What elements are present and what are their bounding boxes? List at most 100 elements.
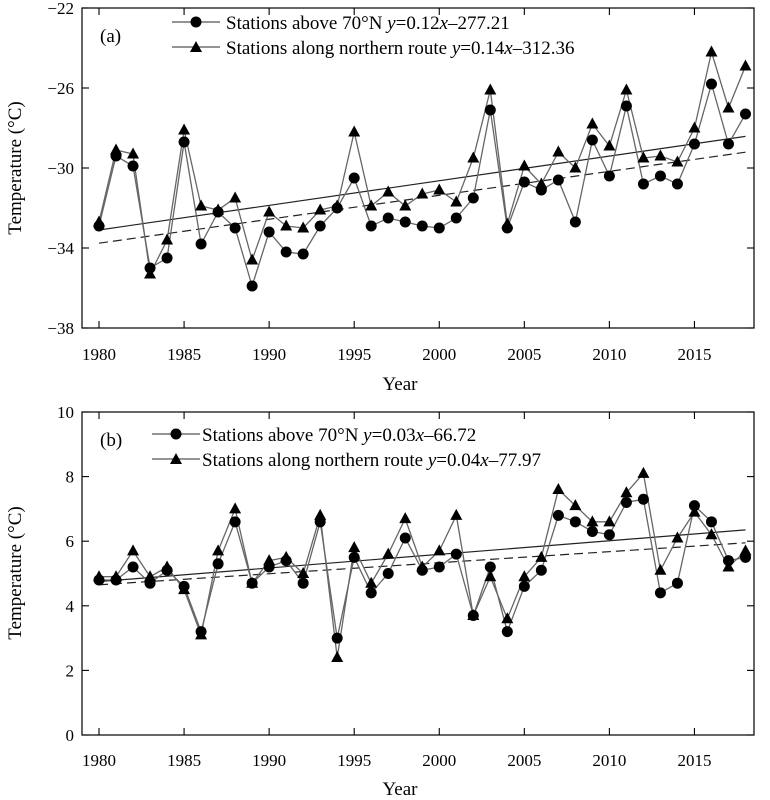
data-point-circle (382, 568, 394, 579)
data-point-triangle (484, 570, 497, 582)
data-point-triangle (450, 508, 463, 520)
legend-eq-end: –312.36 (512, 38, 575, 59)
data-point-triangle (739, 59, 752, 71)
data-point-triangle (297, 221, 310, 233)
chart-panel-a: 1980 1985 1990 1995 2000 2005 2010 2015 −22 −26 −3… (5, 0, 755, 395)
data-point-triangle (212, 203, 225, 215)
trend-line-solid (98, 529, 746, 583)
data-point-circle (688, 138, 700, 150)
data-point-triangle (739, 544, 752, 556)
data-point-triangle (518, 570, 531, 582)
legend-entry-a-1: Stations along northern route y=0.14x–31… (172, 38, 574, 59)
data-point-triangle (161, 233, 174, 245)
data-point-circle (127, 160, 139, 172)
legend-marker-a-1 (190, 41, 202, 52)
data-point-triangle (467, 151, 480, 163)
panel-b-label: (b) (100, 430, 122, 451)
y-tick-label: 0 (66, 726, 75, 745)
data-point-triangle (722, 101, 735, 113)
y-tick-label: −22 (47, 0, 74, 18)
data-point-circle (518, 580, 530, 592)
data-point-triangle (467, 608, 480, 620)
data-point-circle (654, 587, 666, 599)
data-point-triangle (382, 547, 395, 559)
data-point-triangle (93, 570, 106, 582)
x-tick-label: 1985 (167, 751, 201, 770)
legend-eq-x: x (439, 13, 449, 34)
legend-marker-a-0 (190, 16, 202, 28)
data-point-circle (722, 138, 734, 150)
data-point-circle (178, 136, 190, 148)
data-point-circle (246, 280, 258, 292)
panel-b-x-axis-title: Year (382, 779, 418, 800)
data-point-triangle (637, 151, 650, 163)
data-point-triangle (535, 550, 548, 562)
data-point-circle (280, 246, 292, 258)
data-point-circle (331, 632, 343, 644)
data-point-triangle (484, 83, 497, 95)
data-point-triangle (416, 560, 429, 572)
data-point-circle (603, 529, 615, 541)
x-tick-label: 1980 (82, 751, 116, 770)
data-point-triangle (433, 544, 446, 556)
panel-b-y-axis-title: Temperature (°C) (5, 506, 26, 639)
data-point-triangle (654, 563, 667, 575)
data-point-circle (671, 577, 683, 589)
data-point-circle (552, 174, 564, 186)
data-point-triangle (93, 215, 106, 227)
data-point-triangle (161, 560, 174, 572)
data-point-triangle (637, 466, 650, 478)
legend-text-b-0: Stations above 70°N y=0.03x–66.72 (202, 425, 476, 446)
data-point-circle (297, 248, 309, 260)
x-tick-label: 1995 (337, 751, 371, 770)
panel-b-trendlines (98, 529, 746, 586)
data-point-circle (637, 493, 649, 505)
data-point-triangle (382, 185, 395, 197)
panel-b-legend: Stations above 70°N y=0.03x–66.72 Statio… (152, 425, 541, 471)
panel-a-ticks: 1980 1985 1990 1995 2000 2005 2010 2015 −22 −26 −3… (47, 0, 754, 364)
panel-a-series (93, 45, 752, 292)
x-tick-label: 2010 (592, 751, 626, 770)
data-point-triangle (297, 567, 310, 578)
data-point-triangle (569, 499, 582, 511)
trend-line-solid (98, 135, 746, 231)
legend-eq-mid: =0.14 (460, 38, 504, 59)
data-point-circle (195, 238, 207, 250)
data-point-triangle (569, 161, 582, 173)
chart-panel-b: 1980 1985 1990 1995 2000 2005 2010 20150246810 … (5, 403, 755, 800)
legend-eq-mid: =0.03 (372, 425, 416, 446)
legend-eq-mid: =0.04 (436, 450, 480, 471)
panel-b-frame (81, 411, 755, 736)
data-point-triangle (399, 199, 412, 211)
data-point-triangle (654, 149, 667, 161)
data-point-circle (535, 564, 547, 576)
data-point-triangle (518, 159, 531, 171)
x-tick-label: 1985 (167, 345, 201, 364)
data-point-triangle (110, 570, 123, 582)
legend-eq-y: y (361, 425, 372, 446)
data-point-triangle (688, 121, 701, 133)
data-point-triangle (399, 512, 412, 524)
data-point-triangle (671, 531, 684, 543)
data-point-triangle (314, 508, 327, 520)
data-point-triangle (263, 554, 276, 566)
data-point-triangle (688, 505, 701, 517)
panel-a-label: (a) (100, 26, 121, 47)
data-point-triangle (314, 203, 327, 215)
data-point-triangle (195, 628, 208, 640)
panel-a-legend: Stations above 70°N y=0.12x–277.21 Stati… (172, 13, 574, 59)
legend-eq-mid: =0.12 (396, 13, 440, 34)
data-point-triangle (433, 183, 446, 195)
data-point-circle (739, 108, 751, 120)
data-point-circle (229, 222, 241, 234)
data-point-circle (671, 178, 683, 190)
legend-eq-end: –77.97 (488, 450, 541, 471)
data-point-circle (433, 561, 445, 573)
data-point-circle (433, 222, 445, 234)
legend-eq-x: x (503, 38, 513, 59)
data-point-triangle (501, 612, 514, 624)
data-point-triangle (552, 145, 565, 157)
data-point-triangle (331, 650, 344, 662)
data-point-circle (399, 216, 411, 228)
